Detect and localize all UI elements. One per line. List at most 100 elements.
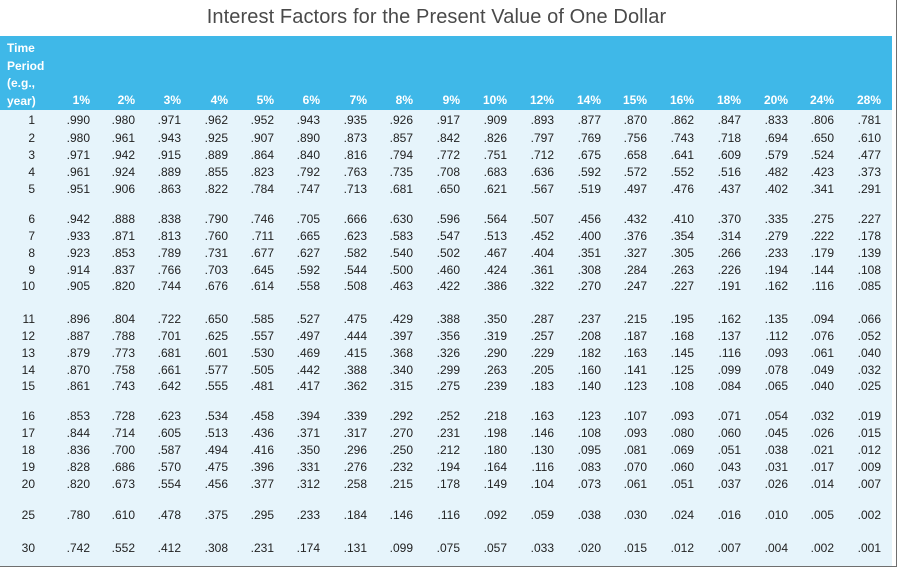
table-header-band xyxy=(0,36,892,110)
factor-cell: .314 xyxy=(717,229,741,243)
factor-cell: .031 xyxy=(764,460,788,474)
factor-cell: .146 xyxy=(389,508,413,522)
column-header: 18% xyxy=(716,93,741,107)
factor-cell: .570 xyxy=(157,460,181,474)
factor-cell: .179 xyxy=(810,246,834,260)
factor-cell: .043 xyxy=(717,460,741,474)
factor-cell: .416 xyxy=(250,443,274,457)
factor-cell: .163 xyxy=(623,346,647,360)
column-header: 12% xyxy=(529,93,554,107)
factor-cell: .038 xyxy=(577,508,601,522)
factor-cell: .935 xyxy=(343,113,367,127)
factor-cell: .547 xyxy=(436,229,460,243)
factor-cell: .728 xyxy=(111,409,135,423)
factor-cell: .587 xyxy=(157,443,181,457)
factor-cell: .075 xyxy=(436,541,460,555)
factor-cell: .516 xyxy=(717,165,741,179)
factor-cell: .231 xyxy=(250,541,274,555)
row-period-label: 5 xyxy=(28,182,35,196)
factor-cell: .016 xyxy=(717,508,741,522)
factor-cell: .412 xyxy=(157,541,181,555)
factor-cell: .527 xyxy=(296,312,320,326)
factor-cell: .279 xyxy=(764,229,788,243)
factor-cell: .452 xyxy=(530,229,554,243)
factor-cell: .889 xyxy=(204,148,228,162)
factor-cell: .477 xyxy=(857,148,881,162)
factor-cell: .844 xyxy=(66,426,90,440)
row-period-label: 16 xyxy=(21,409,35,423)
factor-cell: .422 xyxy=(436,279,460,293)
factor-cell: .350 xyxy=(296,443,320,457)
factor-cell: .160 xyxy=(577,363,601,377)
factor-cell: .194 xyxy=(764,263,788,277)
factor-cell: .429 xyxy=(389,312,413,326)
factor-cell: .215 xyxy=(389,477,413,491)
factor-cell: .712 xyxy=(530,148,554,162)
factor-cell: .276 xyxy=(343,460,367,474)
column-header: 1% xyxy=(72,93,90,107)
factor-cell: .226 xyxy=(717,263,741,277)
factor-cell: .744 xyxy=(157,279,181,293)
factor-cell: .125 xyxy=(670,363,694,377)
factor-cell: .108 xyxy=(670,379,694,393)
factor-cell: .694 xyxy=(764,131,788,145)
factor-cell: .205 xyxy=(530,363,554,377)
column-header: 28% xyxy=(856,93,881,107)
factor-cell: .212 xyxy=(436,443,460,457)
factor-cell: .054 xyxy=(764,409,788,423)
factor-cell: .772 xyxy=(436,148,460,162)
factor-cell: .558 xyxy=(296,279,320,293)
factor-cell: .198 xyxy=(483,426,507,440)
factor-cell: .820 xyxy=(111,279,135,293)
factor-cell: .284 xyxy=(623,263,647,277)
factor-cell: .864 xyxy=(250,148,274,162)
factor-cell: .925 xyxy=(204,131,228,145)
column-header: 15% xyxy=(622,93,647,107)
factor-cell: .650 xyxy=(436,182,460,196)
factor-cell: .404 xyxy=(530,246,554,260)
factor-cell: .057 xyxy=(483,541,507,555)
factor-cell: .700 xyxy=(111,443,135,457)
factor-cell: .073 xyxy=(577,477,601,491)
factor-cell: .005 xyxy=(810,508,834,522)
factor-cell: .792 xyxy=(296,165,320,179)
factor-cell: .331 xyxy=(296,460,320,474)
factor-cell: .218 xyxy=(483,409,507,423)
factor-cell: .010 xyxy=(764,508,788,522)
factor-cell: .853 xyxy=(111,246,135,260)
row-period-label: 9 xyxy=(28,263,35,277)
factor-cell: .373 xyxy=(857,165,881,179)
factor-cell: .650 xyxy=(810,131,834,145)
factor-cell: .650 xyxy=(204,312,228,326)
factor-cell: .222 xyxy=(810,229,834,243)
factor-cell: .032 xyxy=(857,363,881,377)
factor-cell: .676 xyxy=(204,279,228,293)
factor-cell: .909 xyxy=(483,113,507,127)
factor-cell: .813 xyxy=(157,229,181,243)
factor-cell: .437 xyxy=(717,182,741,196)
factor-cell: .024 xyxy=(670,508,694,522)
factor-cell: .094 xyxy=(810,312,834,326)
factor-cell: .567 xyxy=(530,182,554,196)
factor-cell: .601 xyxy=(204,346,228,360)
factor-cell: .362 xyxy=(343,379,367,393)
factor-cell: .914 xyxy=(66,263,90,277)
table-body xyxy=(0,110,892,566)
factor-cell: .596 xyxy=(436,212,460,226)
factor-cell: .766 xyxy=(157,263,181,277)
column-header: 3% xyxy=(163,93,181,107)
factor-cell: .208 xyxy=(577,329,601,343)
factor-cell: .554 xyxy=(157,477,181,491)
factor-cell: .961 xyxy=(66,165,90,179)
factor-cell: .915 xyxy=(157,148,181,162)
factor-cell: .887 xyxy=(66,329,90,343)
factor-cell: .040 xyxy=(857,346,881,360)
factor-cell: .971 xyxy=(66,148,90,162)
factor-cell: .822 xyxy=(204,182,228,196)
factor-cell: .123 xyxy=(623,379,647,393)
factor-cell: .061 xyxy=(810,346,834,360)
factor-cell: .066 xyxy=(857,312,881,326)
factor-cell: .513 xyxy=(204,426,228,440)
row-period-label: 1 xyxy=(28,113,35,127)
factor-cell: .266 xyxy=(717,246,741,260)
